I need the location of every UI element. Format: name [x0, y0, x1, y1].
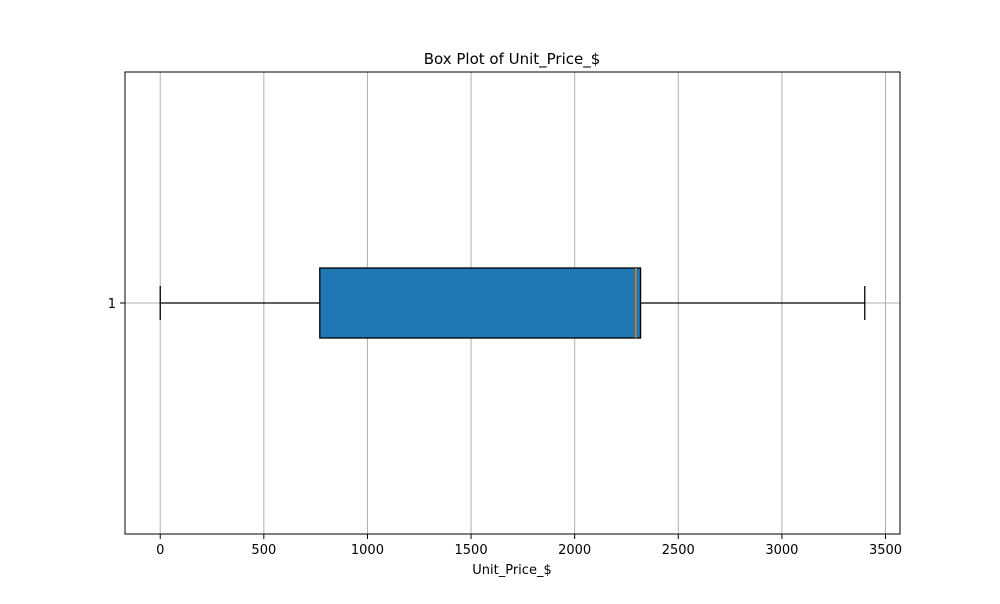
x-axis-label: Unit_Price_$ — [472, 563, 551, 578]
x-tick-label: 0 — [156, 543, 164, 558]
x-tick-label: 500 — [251, 543, 276, 558]
chart-title: Box Plot of Unit_Price_$ — [424, 50, 601, 69]
x-tick-label: 3500 — [869, 543, 902, 558]
box-plot-series — [159, 267, 866, 339]
interquartile-box — [319, 267, 642, 339]
x-tick-label: 2000 — [558, 543, 591, 558]
y-tick-label: 1 — [108, 297, 116, 312]
x-tick-label: 1500 — [455, 543, 488, 558]
x-tick-label: 1000 — [351, 543, 384, 558]
x-tick-label: 2500 — [662, 543, 695, 558]
x-axis-ticks: 0 500 1000 1500 2000 2500 3000 3500 — [156, 534, 902, 558]
box-group — [159, 267, 866, 339]
y-axis-ticks: 1 — [108, 297, 125, 312]
x-tick-label: 3000 — [765, 543, 798, 558]
